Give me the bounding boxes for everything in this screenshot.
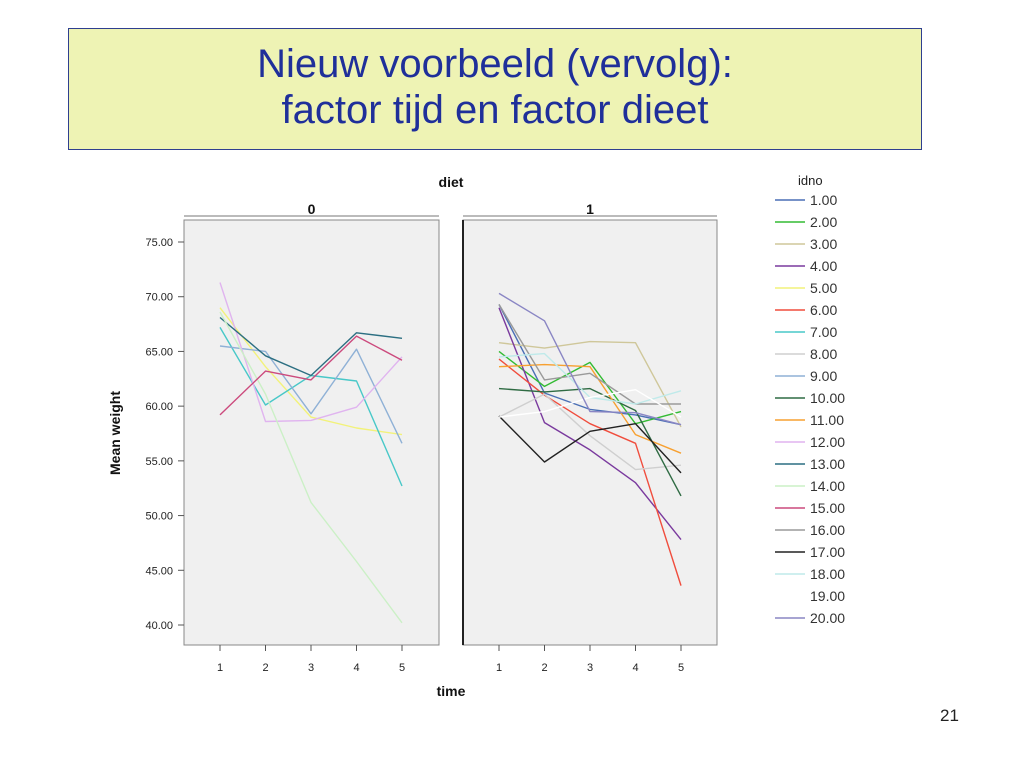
- legend-item-label: 11.00: [810, 412, 844, 428]
- x-tick-label: 5: [678, 662, 684, 674]
- legend-item-label: 14.00: [810, 478, 845, 494]
- series-line-12-00: [219, 282, 403, 423]
- series-line-20-00: [498, 292, 682, 426]
- x-tick-label: 4: [632, 662, 638, 674]
- series-line-6-00: [498, 358, 682, 586]
- legend-item-label: 1.00: [810, 192, 837, 208]
- legend-item-label: 8.00: [810, 346, 837, 362]
- y-axis: 75.00 70.00 65.00 60.00 55.00 50.00 45.00 40.00: [145, 237, 184, 632]
- x-axis-label: time: [437, 683, 466, 699]
- x-tick-label: 3: [587, 662, 593, 674]
- slide-title-line-2: factor tijd en factor dieet: [281, 88, 709, 132]
- x-tick-label: 4: [353, 662, 359, 674]
- y-tick-label: 45.00: [145, 565, 173, 577]
- series-line-19-00: [498, 389, 682, 418]
- y-tick-label: 55.00: [145, 456, 173, 468]
- x-tick-label: 1: [217, 662, 223, 674]
- legend-item-label: 2.00: [810, 214, 837, 230]
- slide-title-line-1: Nieuw voorbeeld (vervolg):: [257, 42, 733, 86]
- series-line-10-00: [498, 387, 682, 497]
- y-axis-label: Mean weight: [107, 391, 123, 475]
- y-tick-label: 75.00: [145, 237, 173, 249]
- panel-0-background: [183, 219, 440, 646]
- legend-item-label: 18.00: [810, 566, 845, 582]
- series-line-2-00: [498, 350, 682, 425]
- x-tick-label: 1: [496, 662, 502, 674]
- chart-title: diet: [439, 174, 464, 190]
- y-tick-label: 50.00: [145, 511, 173, 523]
- series-line-15-00: [219, 335, 403, 416]
- series-line-14-00: [219, 311, 403, 624]
- legend-item-label: 5.00: [810, 280, 837, 296]
- y-tick-label: 60.00: [145, 401, 173, 413]
- slide-number: 21: [940, 706, 959, 725]
- title-box: Nieuw voorbeeld (vervolg): factor tijd e…: [68, 28, 922, 150]
- legend-item-label: 16.00: [810, 522, 845, 538]
- legend-item-label: 12.00: [810, 434, 845, 450]
- legend-item-label: 3.00: [810, 236, 837, 252]
- x-tick-label: 3: [308, 662, 314, 674]
- series-line-17-00: [498, 415, 682, 474]
- legend-item-label: 19.00: [810, 588, 845, 604]
- x-tick-label: 5: [399, 662, 405, 674]
- chart-legend: idno 1.00 2.00 3.00 4.00 5.00 6.00 7.00 8.00 9.00…: [775, 173, 845, 626]
- y-tick-label: 40.00: [145, 620, 173, 632]
- legend-item-label: 6.00: [810, 302, 837, 318]
- series-line-5-00: [219, 307, 403, 436]
- legend-item-label: 7.00: [810, 324, 837, 340]
- series-line-3-00: [498, 340, 682, 428]
- x-tick-label: 2: [541, 662, 547, 674]
- legend-item-label: 20.00: [810, 610, 845, 626]
- legend-item-label: 13.00: [810, 456, 845, 472]
- panel-1-background: [462, 219, 718, 646]
- y-tick-label: 70.00: [145, 292, 173, 304]
- x-axis: 1 2 3 4 5 1 2 3 4 5: [217, 645, 684, 674]
- legend-title: idno: [798, 173, 823, 188]
- series-line-8-00: [498, 393, 682, 471]
- series-line-9-00: [219, 345, 403, 444]
- legend-item-label: 17.00: [810, 544, 845, 560]
- series-line-13-00: [219, 316, 403, 377]
- series-line-1-00: [498, 304, 682, 426]
- x-tick-label: 2: [262, 662, 268, 674]
- legend-item-label: 4.00: [810, 258, 837, 274]
- legend-item-label: 15.00: [810, 500, 845, 516]
- panel-1-header: 1: [586, 201, 594, 217]
- legend-item-label: 9.00: [810, 368, 837, 384]
- legend-item-label: 10.00: [810, 390, 845, 406]
- panel-0-header: 0: [308, 201, 316, 217]
- y-tick-label: 65.00: [145, 346, 173, 358]
- chart-lines: [219, 282, 682, 624]
- series-line-4-00: [498, 307, 682, 541]
